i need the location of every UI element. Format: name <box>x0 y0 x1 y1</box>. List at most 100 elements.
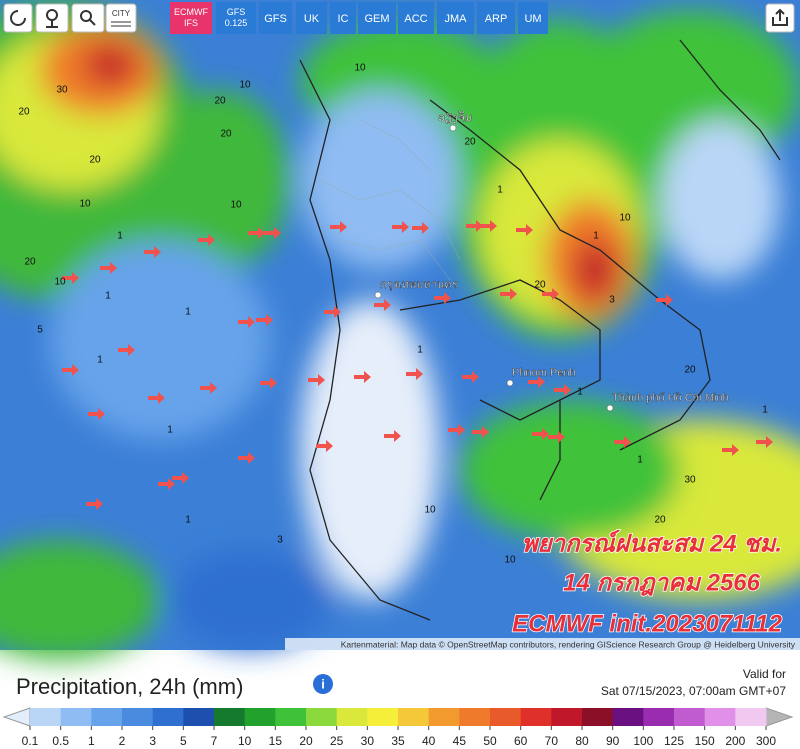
wind-arrow <box>62 364 79 376</box>
contour-label: 30 <box>56 85 68 96</box>
scale-swatch <box>91 708 123 726</box>
wind-arrow <box>392 221 409 233</box>
model-button[interactable] <box>296 2 327 34</box>
scale-label: 90 <box>606 734 620 748</box>
contour-label: 5 <box>37 325 43 336</box>
legend-title: Precipitation, 24h (mm) <box>16 674 243 699</box>
scale-swatch <box>582 708 614 726</box>
wind-arrow <box>256 314 273 326</box>
city-button[interactable] <box>105 3 137 33</box>
place-label: Thành phố Hồ Chí Minh <box>612 392 729 404</box>
wind-arrow <box>316 440 333 452</box>
wind-arrow <box>324 306 341 318</box>
contour-label: 1 <box>105 291 111 302</box>
scale-label: 3 <box>149 734 156 748</box>
scale-swatch <box>183 708 215 726</box>
zoom-icon <box>80 10 92 22</box>
contour-label: 1 <box>417 345 423 356</box>
wind-arrow <box>238 452 255 464</box>
wind-arrow <box>118 344 135 356</box>
contour-label: 1 <box>97 355 103 366</box>
wind-arrow <box>722 444 739 456</box>
contour-label: 3 <box>277 535 283 546</box>
scale-swatch <box>30 708 62 726</box>
model-label: ARP <box>485 13 508 25</box>
refresh-icon <box>10 10 26 26</box>
wind-arrow <box>480 220 497 232</box>
scale-label: 1 <box>88 734 95 748</box>
scale-label: 200 <box>725 734 745 748</box>
wind-arrow <box>248 227 265 239</box>
location-button[interactable] <box>35 3 69 33</box>
model-label: IC <box>338 13 349 25</box>
scale-label: 300 <box>756 734 776 748</box>
wind-arrow <box>554 384 571 396</box>
scale-label: 25 <box>330 734 344 748</box>
scale-label: 60 <box>514 734 528 748</box>
wind-arrow <box>330 221 347 233</box>
scale-swatch <box>520 708 552 726</box>
model-button[interactable] <box>398 2 434 34</box>
wind-arrow <box>384 430 401 442</box>
model-button[interactable] <box>518 2 548 34</box>
model-button[interactable] <box>358 2 396 34</box>
valid-label: Valid for <box>743 667 786 681</box>
scale-swatch <box>60 708 92 726</box>
wind-arrow <box>200 382 217 394</box>
model-label: GFS 0.125 <box>225 7 248 28</box>
location-icon <box>46 20 58 28</box>
contour-label: 3 <box>609 295 615 306</box>
scale-swatch <box>336 708 368 726</box>
wind-arrows <box>62 220 773 510</box>
wind-arrow <box>100 262 117 274</box>
model-button[interactable] <box>437 2 474 34</box>
scale-label: 100 <box>633 734 653 748</box>
contour-label: 20 <box>534 280 546 291</box>
place-marker <box>449 124 457 132</box>
wind-arrow <box>528 376 545 388</box>
model-button[interactable] <box>477 2 515 34</box>
wind-arrow <box>406 368 423 380</box>
attribution: Kartenmaterial: Map data © OpenStreetMap… <box>341 639 796 649</box>
wind-arrow <box>144 246 161 258</box>
zoom-icon <box>89 19 96 26</box>
scale-swatch <box>275 708 307 726</box>
scale-end <box>765 707 794 727</box>
wind-arrow <box>516 224 533 236</box>
scale-label: 0.1 <box>22 734 39 748</box>
share-icon <box>772 8 788 26</box>
contour-label: 1 <box>762 405 768 416</box>
wind-arrow <box>374 299 391 311</box>
wind-arrow <box>62 272 79 284</box>
scale-label: 50 <box>483 734 497 748</box>
model-button[interactable] <box>170 2 212 34</box>
scale-swatch <box>490 708 522 726</box>
model-label: UK <box>304 13 320 25</box>
refresh-button[interactable] <box>3 3 33 33</box>
model-button[interactable] <box>259 2 292 34</box>
scale-swatch <box>398 708 430 726</box>
info-button[interactable] <box>313 674 333 694</box>
scale-swatch <box>152 708 184 726</box>
map[interactable]: 30 20 20 10 20 10 1 1 10 1 1 1 3 1 1 20 20 10 10 20 1 1 10 20 20… <box>0 0 800 660</box>
contour-label: 10 <box>619 213 631 224</box>
model-label: GEM <box>364 13 389 25</box>
wind-arrow <box>756 436 773 448</box>
zoom-button[interactable] <box>71 3 105 33</box>
model-button[interactable] <box>330 2 356 34</box>
scale-swatch <box>122 708 154 726</box>
model-button[interactable] <box>216 2 256 34</box>
contour-label: 10 <box>239 80 251 91</box>
wind-arrow <box>656 294 673 306</box>
legend: Precipitation, 24h (mm) i Valid for Sat … <box>2 667 794 748</box>
scale-label: 15 <box>269 734 283 748</box>
contour-label: 10 <box>504 555 516 566</box>
rain-field <box>0 0 800 660</box>
contour-label: 10 <box>424 505 436 516</box>
contour-label: 10 <box>79 199 91 210</box>
place-label: ວຽງຈັນ <box>438 110 472 124</box>
caption: พยากรณ์ฝนสะสม 24 ชม. 14 กรกฎาคม 2566 ECM… <box>511 529 783 639</box>
contour-label: 1 <box>167 425 173 436</box>
scale-label: 10 <box>238 734 252 748</box>
model-label: JMA <box>445 13 468 25</box>
